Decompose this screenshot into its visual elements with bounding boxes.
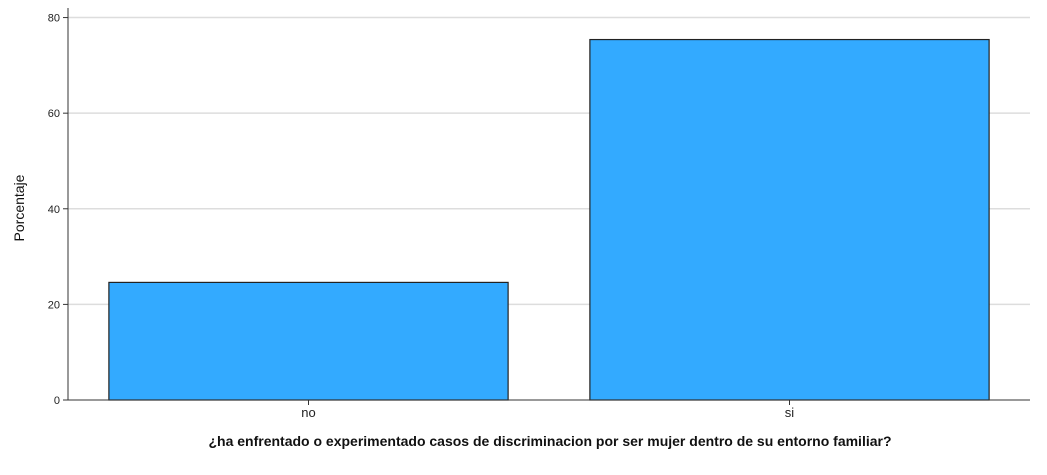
x-tick-label: si [785, 405, 795, 420]
y-tick-label: 60 [48, 108, 60, 120]
bar-no [108, 281, 509, 401]
x-ticks: no si [301, 400, 794, 420]
y-tick-label: 80 [48, 13, 60, 25]
x-axis-label: ¿ha enfrentado o experimentado casos de … [208, 433, 892, 449]
bars [108, 38, 990, 401]
bar-si [589, 38, 990, 401]
y-tick-label: 40 [48, 204, 60, 216]
x-tick-label: no [301, 405, 315, 420]
y-tick-label: 20 [48, 299, 60, 311]
y-ticks: 0 20 40 60 80 [48, 13, 68, 407]
y-axis-label: Porcentaje [11, 174, 27, 241]
y-tick-label: 0 [54, 395, 60, 407]
